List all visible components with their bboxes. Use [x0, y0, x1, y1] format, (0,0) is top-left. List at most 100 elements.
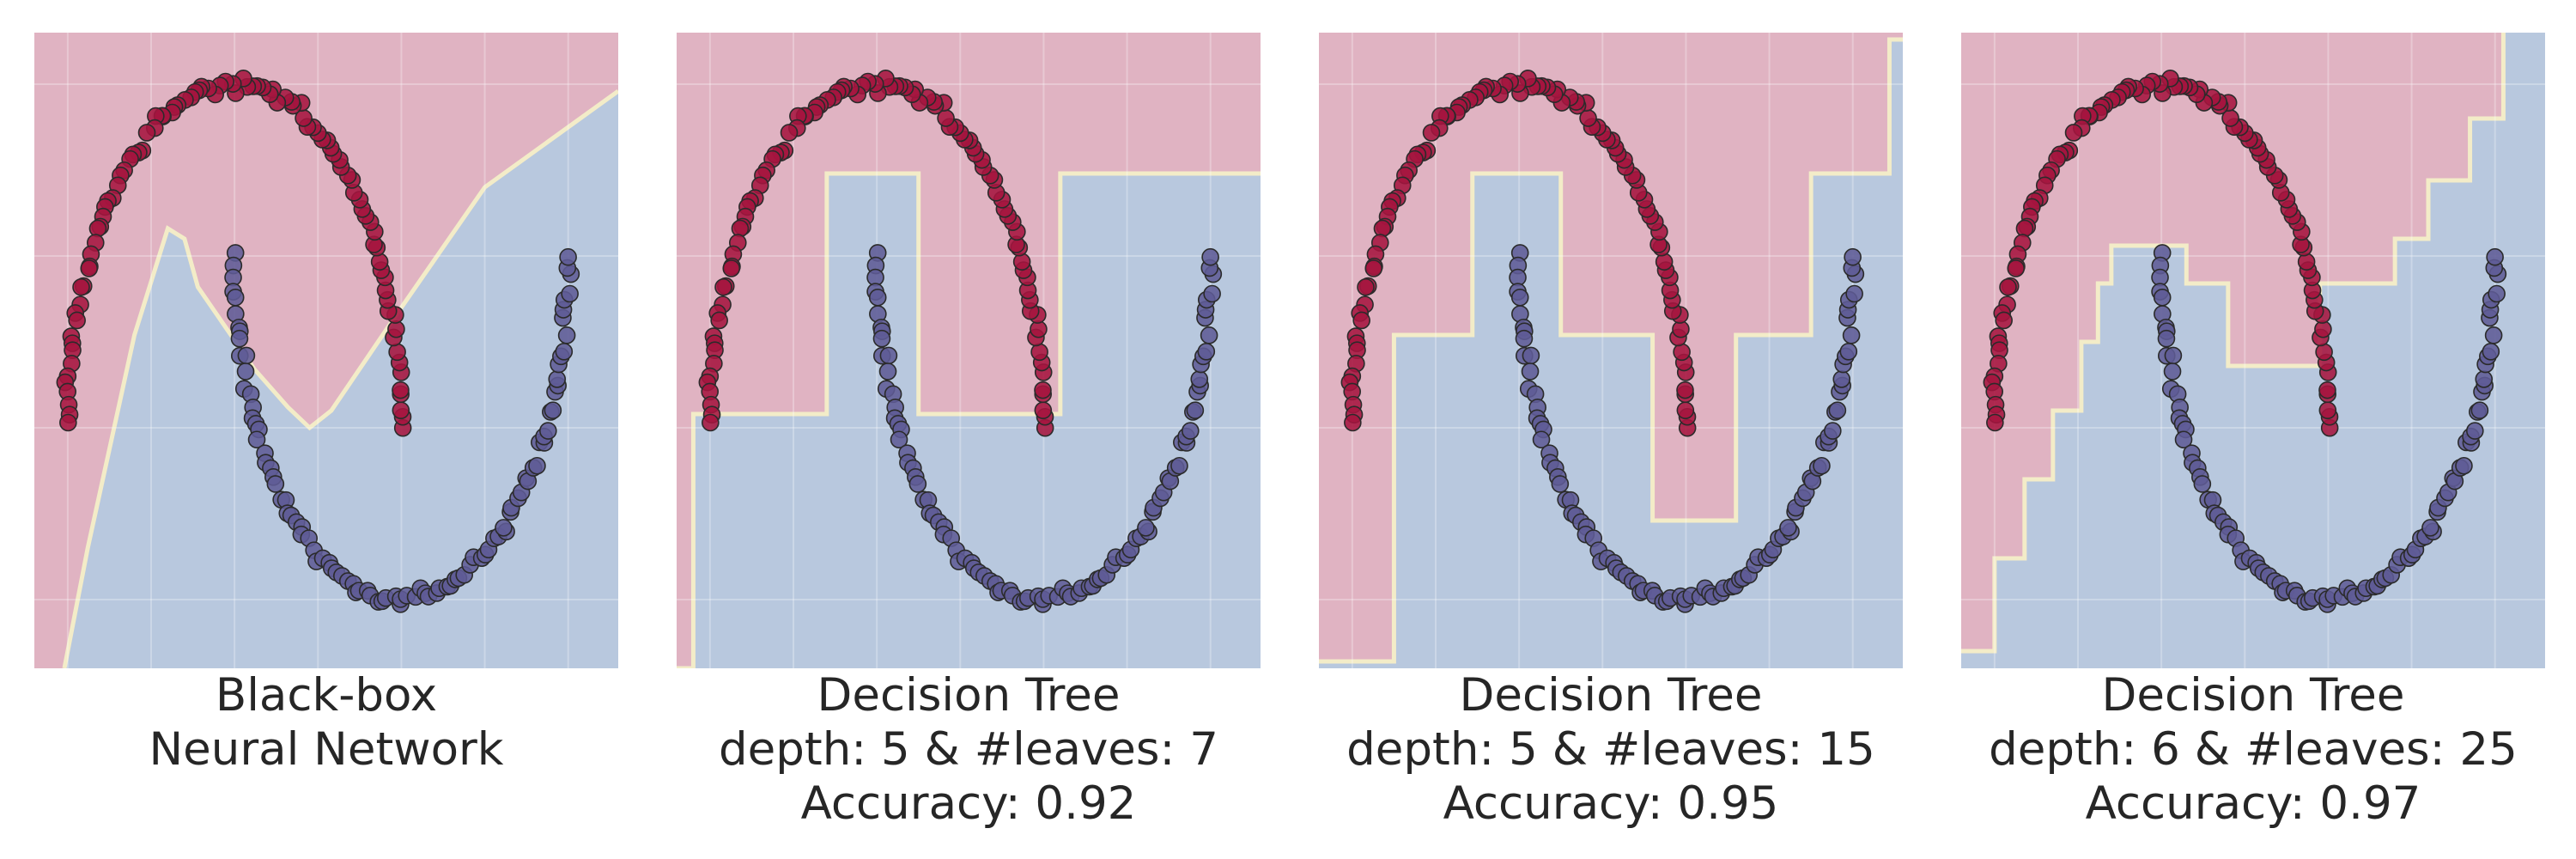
point-class-0 — [710, 311, 728, 330]
region-class-0 — [1961, 33, 2545, 651]
point-class-1 — [1832, 370, 1851, 388]
point-class-1 — [1842, 326, 1861, 344]
point-class-0 — [2007, 259, 2026, 277]
point-class-0 — [80, 259, 99, 277]
point-class-0 — [780, 124, 799, 142]
point-class-1 — [1551, 475, 1570, 493]
point-class-1 — [236, 362, 255, 381]
point-class-0 — [2297, 253, 2316, 271]
point-class-1 — [226, 288, 245, 307]
point-class-1 — [1845, 284, 1863, 303]
point-class-0 — [1034, 401, 1053, 419]
point-class-1 — [237, 346, 256, 365]
region-class-0 — [1319, 33, 1903, 661]
point-class-1 — [1779, 519, 1797, 537]
point-class-1 — [1510, 288, 1529, 307]
caption-line-1: Black-box — [215, 669, 438, 722]
panel-black-box-neural-network: Black-box Neural Network — [34, 0, 618, 859]
point-class-1 — [1200, 326, 1218, 344]
caption-line-2: Neural Network — [149, 723, 504, 776]
point-class-0 — [1030, 343, 1048, 362]
panel-decision-tree-25-leaves: Decision Tree depth: 6 & #leaves: 25 Acc… — [1961, 0, 2545, 859]
point-class-0 — [392, 401, 410, 419]
decision-boundary — [1319, 37, 1903, 664]
plot-0 — [34, 33, 618, 668]
point-class-1 — [890, 430, 908, 449]
point-class-1 — [528, 456, 546, 475]
plot-3 — [1961, 33, 2545, 668]
caption-line-1: Decision Tree — [1459, 669, 1763, 722]
panel-decision-tree-7-leaves: Decision Tree depth: 5 & #leaves: 7 Accu… — [677, 0, 1261, 859]
point-class-0 — [392, 381, 410, 399]
region-class-0 — [34, 33, 618, 668]
point-class-1 — [1186, 401, 1205, 420]
point-class-1 — [1532, 430, 1551, 449]
point-class-1 — [872, 329, 891, 348]
point-class-0 — [59, 413, 77, 432]
point-class-1 — [879, 346, 898, 365]
point-class-1 — [878, 362, 897, 381]
caption-line-2: depth: 5 & #leaves: 15 — [1346, 723, 1875, 776]
point-class-0 — [722, 259, 741, 277]
point-class-0 — [1344, 413, 1362, 432]
point-class-0 — [2315, 343, 2333, 362]
caption-line-1: Decision Tree — [2101, 669, 2405, 722]
panel-caption: Decision Tree depth: 6 & #leaves: 25 Acc… — [1927, 668, 2576, 831]
point-class-1 — [2466, 422, 2484, 440]
point-class-0 — [1364, 259, 1383, 277]
point-class-1 — [559, 247, 577, 266]
point-class-0 — [1999, 277, 2017, 296]
point-class-1 — [544, 401, 562, 420]
point-class-1 — [1828, 401, 1847, 420]
point-class-0 — [388, 343, 406, 362]
panel-caption: Black-box Neural Network — [0, 668, 653, 777]
point-class-0 — [1422, 124, 1441, 142]
point-class-1 — [1137, 519, 1155, 537]
decision-boundary — [677, 171, 1261, 668]
point-class-0 — [2318, 381, 2336, 399]
point-class-1 — [868, 288, 887, 307]
point-class-0 — [1352, 311, 1370, 330]
point-class-1 — [2164, 346, 2183, 365]
point-class-1 — [2470, 401, 2489, 420]
plot-1 — [677, 33, 1261, 668]
point-class-0 — [1673, 343, 1691, 362]
point-class-1 — [2174, 430, 2193, 449]
point-class-0 — [1995, 311, 2013, 330]
point-class-1 — [1170, 456, 1188, 475]
point-class-1 — [2482, 342, 2500, 361]
point-class-1 — [548, 370, 567, 388]
point-class-0 — [1676, 401, 1695, 419]
panel-decision-tree-15-leaves: Decision Tree depth: 5 & #leaves: 15 Acc… — [1319, 0, 1903, 859]
panel-caption: Decision Tree depth: 5 & #leaves: 7 Accu… — [642, 668, 1295, 831]
point-class-0 — [1676, 381, 1694, 399]
caption-line-1: Decision Tree — [817, 669, 1121, 722]
point-class-1 — [2157, 329, 2176, 348]
point-class-1 — [247, 430, 266, 449]
point-class-1 — [908, 475, 927, 493]
point-class-1 — [495, 519, 513, 537]
point-class-0 — [68, 311, 86, 330]
point-class-1 — [2421, 519, 2439, 537]
point-class-1 — [2193, 475, 2212, 493]
point-class-1 — [1813, 456, 1831, 475]
caption-line-2: depth: 5 & #leaves: 7 — [719, 723, 1218, 776]
point-class-1 — [1182, 422, 1200, 440]
plot-2 — [1319, 33, 1903, 668]
point-class-1 — [561, 284, 579, 303]
point-class-1 — [555, 342, 574, 361]
point-class-1 — [2488, 284, 2506, 303]
point-class-0 — [714, 277, 732, 296]
point-class-0 — [2318, 401, 2337, 419]
point-class-0 — [370, 253, 389, 271]
caption-line-3: Accuracy: 0.95 — [1443, 777, 1779, 830]
point-class-1 — [2153, 288, 2172, 307]
point-class-0 — [137, 124, 156, 142]
point-class-0 — [1357, 277, 1375, 296]
point-class-1 — [1515, 329, 1534, 348]
point-class-1 — [1522, 346, 1540, 365]
panel-caption: Decision Tree depth: 5 & #leaves: 15 Acc… — [1285, 668, 1937, 831]
point-class-0 — [1655, 253, 1674, 271]
point-class-0 — [72, 277, 90, 296]
